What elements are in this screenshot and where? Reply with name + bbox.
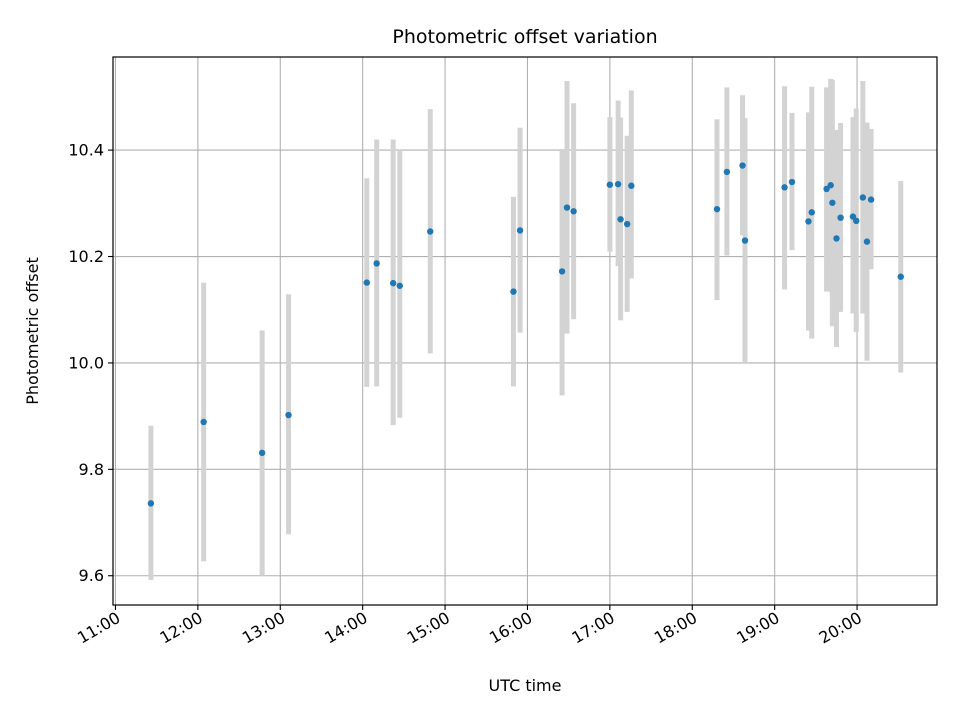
data-point <box>739 162 746 169</box>
data-point <box>823 185 830 193</box>
data-point <box>200 418 207 426</box>
plot-frame <box>112 56 938 606</box>
data-point <box>389 279 397 287</box>
x-tick-label: 15:00 <box>404 608 453 648</box>
data-point <box>614 180 622 188</box>
data-point <box>741 237 749 244</box>
data-point <box>867 196 875 203</box>
x-tick-label: 17:00 <box>568 608 617 648</box>
x-tick-label: 11:00 <box>74 608 123 648</box>
y-tick-label: 10.0 <box>68 353 104 372</box>
data-point <box>859 194 867 201</box>
data-point <box>833 235 840 242</box>
data-point <box>723 168 731 176</box>
grid <box>113 57 937 605</box>
data-point <box>363 279 370 286</box>
data-point <box>837 214 844 221</box>
data-point <box>258 449 266 457</box>
chart-title: Photometric offset variation <box>392 26 657 48</box>
data-point <box>827 182 834 189</box>
y-tick-label: 10.4 <box>68 141 104 160</box>
data-point <box>863 238 871 245</box>
data-point <box>510 288 517 295</box>
data-point <box>147 500 155 507</box>
x-tick-label: 18:00 <box>651 608 700 648</box>
data-point <box>396 282 403 289</box>
data-point <box>570 208 577 215</box>
data-point <box>558 268 566 275</box>
data-point <box>623 220 631 228</box>
data-point <box>853 217 860 225</box>
data-points <box>147 162 904 507</box>
data-point <box>829 199 836 206</box>
data-point <box>628 182 635 189</box>
data-point <box>516 227 524 234</box>
x-tick-label: 16:00 <box>486 608 535 648</box>
error-bars <box>148 78 904 580</box>
y-axis-label: Photometric offset <box>23 257 42 405</box>
data-point <box>285 411 292 419</box>
y-tick-label: 9.6 <box>79 566 104 585</box>
data-point <box>427 228 434 235</box>
x-tick-label: 12:00 <box>156 608 205 648</box>
x-tick-label: 13:00 <box>239 608 288 648</box>
y-tick-label: 9.8 <box>79 460 104 479</box>
x-tick-label: 19:00 <box>733 608 782 648</box>
x-axis-label: UTC time <box>489 676 562 695</box>
data-point <box>897 273 904 280</box>
data-point <box>606 181 614 188</box>
x-tick-label: 20:00 <box>816 608 865 648</box>
data-point <box>808 209 815 216</box>
x-tick-label: 14:00 <box>321 608 370 648</box>
data-point <box>781 184 788 191</box>
data-point <box>373 260 380 267</box>
data-point <box>713 205 721 213</box>
data-point <box>563 204 571 211</box>
data-point <box>617 216 624 223</box>
data-point <box>788 178 796 186</box>
y-tick-label: 10.2 <box>68 247 104 266</box>
data-point <box>805 218 812 225</box>
